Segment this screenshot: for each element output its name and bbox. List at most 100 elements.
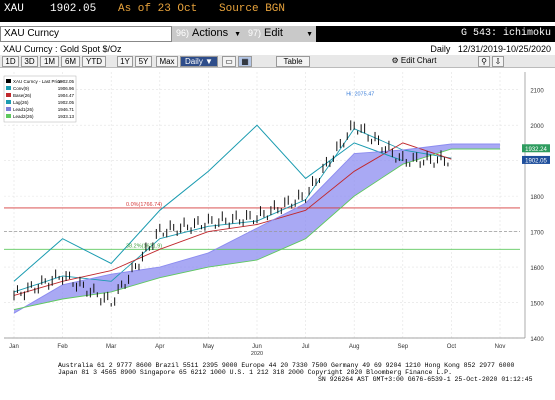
- series-line: [13, 143, 500, 314]
- year-label: 2020: [251, 351, 263, 357]
- command-bar: XAU Curncy 96) Actions ▼ 97) Edit ▼ G 543:…: [0, 26, 555, 42]
- x-tick-label: May: [203, 344, 214, 350]
- chart-template-label: G 543: ichimoku: [460, 28, 551, 39]
- ticker: XAU: [4, 3, 24, 15]
- chevron-down-icon: ▼: [306, 31, 313, 38]
- footer-line-3: SN 926264 AST GMT+3:00 G676-6539-1 25-Oc…: [318, 376, 533, 383]
- range-1d-button[interactable]: 1D: [2, 56, 19, 67]
- actions-label: Actions: [192, 27, 229, 39]
- chevron-down-icon: ▼: [234, 31, 241, 38]
- y-tick-label: 1700: [530, 231, 544, 237]
- legend-name: Lag(26): [13, 100, 29, 105]
- x-tick-label: Oct: [447, 344, 457, 350]
- y-tick-label: 2000: [530, 124, 544, 130]
- fib-label: 0.0%(1766.74): [126, 202, 162, 208]
- legend-name: Lead2(26): [13, 114, 34, 119]
- range-3d-button[interactable]: 3D: [21, 56, 38, 67]
- as-of-date: As of 23 Oct: [118, 3, 198, 15]
- actions-number: 96): [176, 28, 190, 38]
- edit-menu-button[interactable]: 97) Edit ▼: [244, 26, 316, 42]
- edit-number: 97): [248, 28, 262, 38]
- range-ytd-button[interactable]: YTD: [82, 56, 106, 67]
- range-max-button[interactable]: Max: [156, 56, 178, 67]
- x-tick-label: Jan: [9, 344, 19, 350]
- legend-swatch: [6, 79, 11, 83]
- chart-grid: [4, 72, 520, 339]
- price-bars: [13, 120, 449, 307]
- y-tick-label: 1800: [530, 195, 544, 201]
- y-tick-label: 2100: [530, 89, 544, 95]
- legend-name: Base(26): [13, 93, 32, 98]
- period-label: Daily: [430, 44, 451, 54]
- date-range[interactable]: Daily 12/31/2019-10/25/2020: [430, 44, 551, 54]
- fib-label: 38.2%(1621.9): [126, 243, 162, 249]
- table-button[interactable]: Table: [276, 56, 310, 67]
- edit-label: Edit: [264, 27, 283, 39]
- lead-value-tag-bg: [522, 144, 550, 153]
- security-input[interactable]: XAU Curncy: [0, 26, 172, 42]
- x-tick-label: Nov: [495, 344, 506, 350]
- top-bar: XAU 1902.05 As of 23 Oct Source BGN: [0, 0, 555, 22]
- chart-type-icon[interactable]: ▭: [222, 56, 236, 67]
- legend-swatch: [6, 114, 11, 118]
- footer-line-1: Australia 61 2 9777 8600 Brazil 5511 239…: [58, 362, 515, 369]
- chart-axes: 14001500160017001800190020002100JanFebMa…: [4, 72, 544, 357]
- legend-value: 1902.05: [58, 79, 75, 84]
- style-icon[interactable]: ▦: [238, 56, 252, 67]
- legend-swatch: [6, 100, 11, 104]
- x-tick-label: Feb: [57, 344, 68, 350]
- legend-name: XAU Curncy - Last Price: [13, 79, 62, 84]
- copyright-footer: Australia 61 2 9777 8600 Brazil 5511 239…: [0, 362, 555, 400]
- lead-value-tag: 1932.24: [525, 147, 547, 153]
- edit-chart-button[interactable]: ⚙ Edit Chart: [391, 56, 437, 65]
- ichimoku-chart[interactable]: 14001500160017001800190020002100JanFebMa…: [0, 68, 555, 358]
- chart-annotations: 0.0%(1766.74) 38.2%(1621.9) Hi: 2075.47 193…: [126, 91, 550, 249]
- range-1m-button[interactable]: 1M: [40, 56, 59, 67]
- range-6m-button[interactable]: 6M: [61, 56, 80, 67]
- legend-value: 1946.71: [58, 107, 75, 112]
- last-price-tag: 1902.05: [525, 158, 547, 164]
- legend-value: 1933.13: [58, 114, 75, 119]
- legend-name: Conv(9): [13, 86, 30, 91]
- x-tick-label: Jun: [252, 344, 262, 350]
- horizontal-levels: [4, 207, 520, 250]
- high-label: Hi: 2075.47: [346, 91, 374, 97]
- y-tick-label: 1500: [530, 302, 544, 308]
- range-label: 12/31/2019-10/25/2020: [457, 44, 551, 54]
- y-tick-label: 1600: [530, 266, 544, 272]
- range-5y-button[interactable]: 5Y: [135, 56, 152, 67]
- actions-menu-button[interactable]: 96) Actions ▼: [172, 26, 244, 42]
- export-icon[interactable]: ⇩: [492, 56, 504, 67]
- last-price: 1902.05: [50, 3, 97, 15]
- series-line: [13, 142, 452, 296]
- legend-swatch: [6, 93, 11, 97]
- x-tick-label: Mar: [106, 344, 116, 350]
- y-tick-label: 1400: [530, 337, 544, 343]
- x-tick-label: Aug: [349, 344, 360, 350]
- price-source[interactable]: Source BGN: [219, 3, 286, 15]
- x-tick-label: Jul: [302, 344, 310, 350]
- legend-value: 1904.47: [58, 93, 75, 98]
- series-line: [13, 148, 500, 311]
- security-description: XAU Curncy : Gold Spot $/Oz: [3, 44, 122, 54]
- legend-value: 1906.96: [58, 86, 75, 91]
- chart-series: [13, 124, 500, 314]
- legend-name: Lead1(26): [13, 107, 34, 112]
- series-line: [13, 124, 403, 282]
- edit-chart-label: Edit Chart: [400, 56, 437, 65]
- zoom-icon[interactable]: ⚲: [478, 56, 490, 67]
- legend-swatch: [6, 86, 11, 90]
- period-select-value: Daily: [185, 57, 203, 66]
- x-tick-label: Apr: [155, 344, 164, 350]
- footer-line-2: Japan 81 3 4565 8900 Singapore 65 6212 1…: [58, 369, 452, 376]
- legend-value: 1902.05: [58, 100, 75, 105]
- period-select[interactable]: Daily ▼: [180, 56, 218, 67]
- legend-box: [3, 75, 77, 123]
- range-1y-button[interactable]: 1Y: [117, 56, 133, 67]
- x-tick-label: Sep: [397, 344, 408, 350]
- legend-swatch: [6, 107, 11, 111]
- security-header: XAU Curncy : Gold Spot $/Oz Daily 12/31/…: [0, 43, 555, 55]
- chart-toolbar: 1D 3D 1M 6M YTD 1Y 5Y Max Daily ▼ ▭ ▦ Ta…: [0, 55, 555, 68]
- last-price-tag-bg: [522, 155, 550, 164]
